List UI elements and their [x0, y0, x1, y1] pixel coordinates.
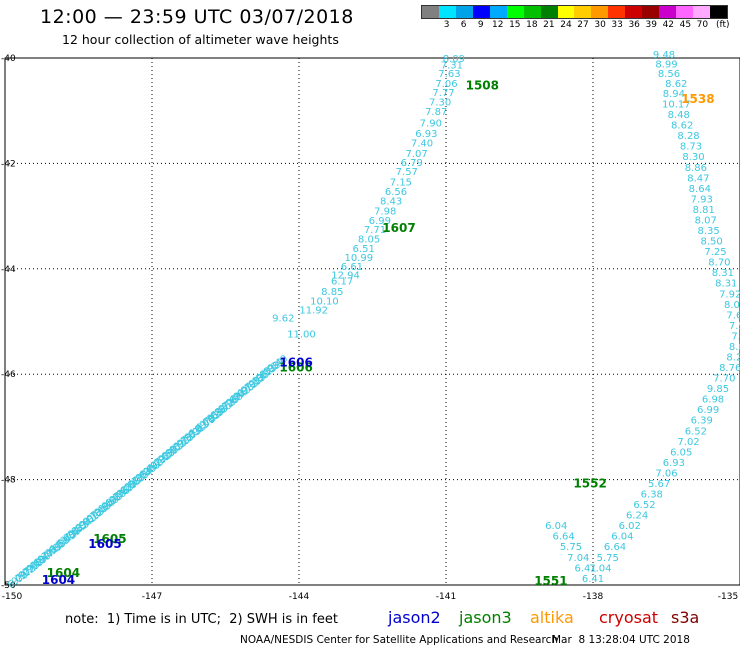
data-point-label: 5.67: [648, 479, 670, 490]
data-point-label: 6.39: [691, 416, 713, 427]
y-tick-label: -40: [1, 54, 16, 64]
x-tick-label: -144: [289, 592, 310, 602]
data-point-label: 6.02: [619, 521, 641, 532]
x-tick-label: -135: [718, 592, 738, 602]
credit-text: NOAA/NESDIS Center for Satellite Applica…: [240, 634, 558, 646]
data-point-label: 6.05: [670, 447, 692, 458]
x-tick-label: -147: [142, 592, 162, 602]
x-tick-label: -141: [436, 592, 456, 602]
credit-timestamp: Mar 8 13:28:04 UTC 2018: [552, 634, 690, 646]
data-point-label: 7.50: [729, 321, 740, 332]
data-point-label: 8.35: [698, 226, 720, 237]
data-point-label: 7.57: [396, 167, 418, 178]
x-tick-label: -150: [2, 592, 23, 602]
data-point-label: 7.90: [420, 119, 442, 130]
data-point-label: 6.41: [575, 563, 597, 574]
y-tick-label: -44: [1, 265, 16, 275]
data-point-label: 7.93: [691, 194, 713, 205]
pass-time-annotation: 1605: [88, 537, 121, 551]
data-point-label: 7.60: [726, 310, 740, 321]
legend-item-cryosat: cryosat: [599, 608, 658, 627]
pass-time-annotation: 1508: [466, 79, 499, 93]
data-point-label: 7.70: [713, 374, 735, 385]
y-tick-label: -46: [1, 370, 16, 380]
data-point-label: 8.81: [693, 205, 715, 216]
legend-item-jason2: jason2: [388, 608, 441, 627]
data-point-label: 8.73: [680, 142, 702, 153]
data-point-label: 7.25: [704, 247, 726, 258]
pass-time-annotation: 1606: [279, 355, 312, 369]
pass-time-annotation: 1538: [681, 92, 714, 106]
data-point-label: 7.40: [731, 331, 740, 342]
data-point-label: 8.24: [726, 352, 740, 363]
data-point-label: 8.30: [682, 152, 704, 163]
chart-stage: 12:00 — 23:59 UTC 03/07/2018 12 hour col…: [0, 0, 740, 650]
data-point-label: 6.04: [545, 521, 567, 532]
data-point-label: 6.52: [685, 426, 707, 437]
data-point-label: 11.92: [299, 306, 328, 317]
data-point-label: 7.87: [425, 107, 447, 118]
pass-time-annotation: 1604: [42, 573, 75, 587]
data-point-label: 7.04: [567, 553, 589, 564]
scatter-plot: -150 -147 -144 -141 -138 -135-40-42-44-46-48-…: [0, 0, 740, 650]
data-point-label: 7.06: [655, 468, 677, 479]
data-point-label: 8.03: [724, 300, 740, 311]
data-point-label: 8.48: [668, 110, 690, 121]
data-point-label: 11.00: [287, 329, 316, 340]
data-point-label: 8.76: [719, 363, 740, 374]
data-point-label: 6.04: [611, 532, 633, 543]
data-point-label: 6.93: [663, 458, 685, 469]
data-point-label: 8.70: [708, 258, 730, 269]
pass-time-annotation: 1551: [534, 574, 567, 588]
data-point-label: 8.31: [715, 279, 737, 290]
data-point-label: 7.92: [719, 289, 740, 300]
data-point-label: 6.38: [641, 490, 663, 501]
data-point-label: 8.47: [687, 173, 709, 184]
data-point-label: 8.62: [671, 121, 693, 132]
data-point-label: 8.07: [695, 215, 717, 226]
footer-note: note: 1) Time is in UTC; 2) SWH is in fe…: [65, 612, 338, 627]
legend-item-s3a: s3a: [671, 608, 699, 627]
data-point-label: 7.40: [411, 139, 433, 150]
data-point-label: 5.75: [560, 542, 582, 553]
data-point-label: 8.31: [712, 268, 734, 279]
data-point-label: 6.99: [697, 405, 719, 416]
data-point-label: 8.50: [700, 237, 722, 248]
data-point-label: 9.85: [707, 384, 729, 395]
pass-time-annotation: 1552: [573, 477, 606, 491]
legend-item-altika: altika: [530, 608, 574, 627]
data-point-label: 6.24: [626, 511, 648, 522]
data-point-label: 5.75: [597, 553, 619, 564]
x-tick-label: -138: [583, 592, 604, 602]
data-point-label: 6.17: [331, 277, 353, 288]
data-point-label: 9.62: [272, 314, 294, 325]
data-point-label: 8.28: [677, 131, 699, 142]
data-point-label: 8.86: [685, 163, 707, 174]
data-point-label: 6.64: [552, 532, 574, 543]
y-tick-label: -48: [1, 476, 16, 486]
data-point-label: 6.52: [633, 500, 655, 511]
legend-item-jason3: jason3: [459, 608, 512, 627]
data-point-label: 7.02: [677, 437, 699, 448]
data-point-label: 6.98: [702, 395, 724, 406]
data-point-label: 6.41: [582, 574, 604, 585]
pass-time-annotation: 1607: [382, 221, 415, 235]
y-tick-label: -42: [1, 159, 16, 169]
data-point-label: 8.66: [729, 342, 740, 353]
data-point-label: 8.64: [689, 184, 711, 195]
data-point-label: 6.64: [604, 542, 626, 553]
